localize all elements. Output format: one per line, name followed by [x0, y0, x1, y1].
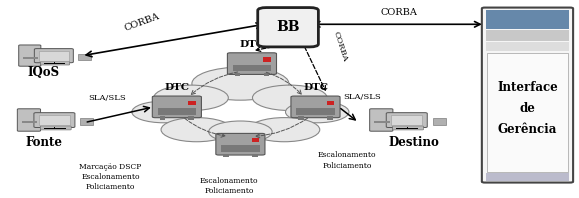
FancyBboxPatch shape [216, 133, 265, 155]
Text: DTC: DTC [303, 83, 328, 92]
Text: BB: BB [276, 20, 300, 34]
Bar [486, 42, 569, 51]
FancyBboxPatch shape [19, 45, 41, 66]
Bar [39, 115, 70, 125]
Bar [188, 116, 194, 120]
FancyBboxPatch shape [369, 109, 393, 131]
Text: Escalonamento
Policiamento: Escalonamento Policiamento [200, 177, 258, 195]
Text: SLA/SLS: SLA/SLS [343, 93, 380, 101]
FancyBboxPatch shape [17, 109, 41, 131]
Bar [78, 54, 91, 60]
FancyBboxPatch shape [228, 53, 277, 74]
Text: Fonte: Fonte [25, 136, 63, 149]
FancyBboxPatch shape [152, 96, 201, 118]
Text: DTC: DTC [164, 83, 189, 92]
Bar [486, 30, 569, 41]
Circle shape [208, 121, 272, 143]
Circle shape [252, 85, 327, 110]
Bar [80, 118, 93, 125]
Text: CORBA: CORBA [123, 12, 161, 33]
Circle shape [132, 101, 195, 123]
Bar [263, 57, 271, 62]
Bar [157, 108, 196, 115]
Bar [433, 118, 446, 125]
Bar [233, 65, 272, 71]
FancyBboxPatch shape [41, 61, 69, 65]
Text: CORBA: CORBA [381, 8, 417, 17]
FancyBboxPatch shape [41, 126, 71, 130]
Bar [188, 101, 196, 105]
Circle shape [192, 67, 289, 100]
FancyBboxPatch shape [393, 126, 423, 130]
Bar [486, 173, 569, 181]
Bar [327, 116, 333, 120]
Text: Interface
de
Gerência: Interface de Gerência [497, 81, 558, 136]
FancyBboxPatch shape [291, 96, 340, 118]
Bar [296, 108, 335, 115]
Bar [374, 122, 390, 123]
Text: IQoS: IQoS [28, 66, 60, 79]
Bar [223, 154, 229, 157]
Text: Marcação DSCP
Escalonamento
Policiamento: Marcação DSCP Escalonamento Policiamento [79, 163, 142, 191]
Bar [327, 101, 334, 105]
Bar [391, 115, 422, 125]
Bar [39, 51, 68, 61]
Bar [160, 116, 166, 120]
FancyBboxPatch shape [258, 8, 318, 47]
Text: Destino: Destino [389, 136, 439, 149]
Bar [23, 57, 38, 59]
Bar [221, 145, 260, 152]
FancyBboxPatch shape [34, 113, 75, 128]
Text: Escalonamento
Policiamento: Escalonamento Policiamento [318, 151, 376, 170]
Text: CORBA: CORBA [332, 31, 349, 63]
Bar [298, 116, 304, 120]
Bar [252, 154, 258, 157]
Circle shape [161, 118, 232, 142]
Text: SLA/SLS: SLA/SLS [89, 94, 126, 102]
Circle shape [249, 118, 320, 142]
Bar [263, 73, 269, 76]
Text: DTC: DTC [240, 40, 265, 49]
FancyBboxPatch shape [386, 113, 427, 128]
FancyBboxPatch shape [34, 49, 74, 63]
Bar [486, 10, 569, 29]
Circle shape [153, 85, 228, 110]
Bar [252, 138, 259, 142]
FancyBboxPatch shape [482, 8, 573, 183]
Bar [234, 73, 240, 76]
Bar [21, 122, 38, 123]
Bar [487, 53, 568, 172]
Circle shape [285, 101, 349, 123]
